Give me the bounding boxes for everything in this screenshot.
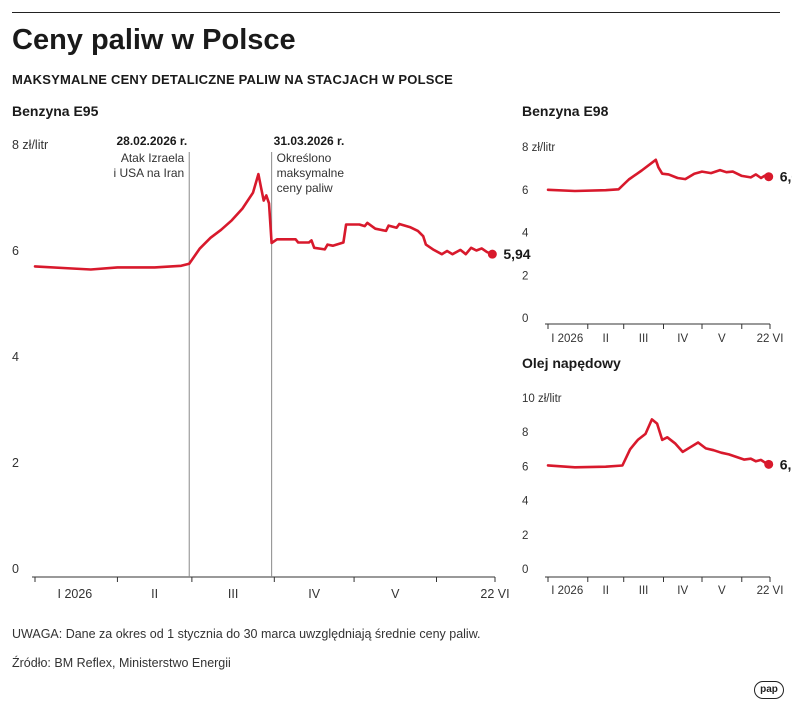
- price-series-line: [546, 418, 770, 469]
- x-tick-label: IV: [677, 333, 688, 345]
- x-tick-label: V: [718, 585, 726, 597]
- end-point-marker: [764, 459, 774, 469]
- top-rule: [12, 12, 780, 13]
- event-marker-text: i USA na Iran: [114, 166, 185, 180]
- end-value-label: 5,94: [503, 246, 530, 262]
- x-tick-label: 22 VI: [757, 585, 784, 597]
- chart-title-e98: Benzyna E98: [522, 103, 609, 119]
- y-tick-label: 4: [12, 350, 19, 364]
- y-tick-label: 10 zł/litr: [522, 393, 562, 405]
- page-title: Ceny paliw w Polsce: [12, 24, 296, 56]
- event-marker-text: Określono: [277, 151, 332, 165]
- y-tick-label: 0: [522, 313, 528, 325]
- chart-title-e95: Benzyna E95: [12, 103, 99, 119]
- y-tick-label: 0: [12, 562, 19, 576]
- y-tick-label: 8 zł/litr: [522, 142, 555, 154]
- y-tick-label: 2: [522, 530, 528, 542]
- x-tick-label: V: [718, 333, 726, 345]
- y-tick-label: 4: [522, 228, 529, 240]
- x-tick-label: IV: [677, 585, 688, 597]
- y-tick-label: 2: [12, 456, 19, 470]
- chart-title-diesel: Olej napędowy: [522, 355, 621, 371]
- event-marker-text: ceny paliw: [277, 181, 333, 195]
- x-tick-label: II: [151, 587, 158, 601]
- y-tick-label: 8: [522, 427, 528, 439]
- event-marker-date: 28.02.2026 r.: [116, 134, 187, 148]
- y-tick-label: 8 zł/litr: [12, 138, 48, 152]
- pap-logo: pap: [754, 681, 784, 699]
- event-marker-text: maksymalne: [277, 166, 345, 180]
- x-tick-label: V: [391, 587, 400, 601]
- page-subtitle: MAKSYMALNE CENY DETALICZNE PALIW NA STAC…: [12, 72, 454, 87]
- y-tick-label: 4: [522, 496, 529, 508]
- x-tick-label: I 2026: [551, 585, 583, 597]
- x-tick-label: II: [603, 333, 609, 345]
- x-tick-label: I 2026: [58, 587, 93, 601]
- event-marker-text: Atak Izraela: [121, 151, 185, 165]
- y-tick-label: 6: [522, 461, 528, 473]
- x-tick-label: 22 VI: [480, 587, 509, 601]
- footer-source: Źródło: BM Reflex, Ministerstwo Energii: [12, 656, 231, 670]
- x-tick-label: 22 VI: [757, 333, 784, 345]
- end-value-label: 6,12: [780, 456, 792, 472]
- event-marker-date: 31.03.2026 r.: [274, 134, 345, 148]
- x-tick-label: III: [228, 587, 238, 601]
- end-point-marker: [764, 172, 774, 182]
- y-tick-label: 6: [522, 185, 528, 197]
- end-value-label: 6,61: [780, 169, 792, 185]
- x-tick-label: III: [639, 585, 649, 597]
- y-tick-label: 6: [12, 244, 19, 258]
- x-tick-label: II: [603, 585, 609, 597]
- y-tick-label: 0: [522, 564, 528, 576]
- price-series-line: [546, 158, 770, 193]
- x-tick-label: IV: [308, 587, 320, 601]
- footer-note: UWAGA: Dane za okres od 1 stycznia do 30…: [12, 627, 481, 641]
- x-tick-label: III: [639, 333, 649, 345]
- y-tick-label: 2: [522, 270, 528, 282]
- end-point-marker: [487, 249, 497, 259]
- price-series-line: [33, 172, 494, 271]
- x-tick-label: I 2026: [551, 333, 583, 345]
